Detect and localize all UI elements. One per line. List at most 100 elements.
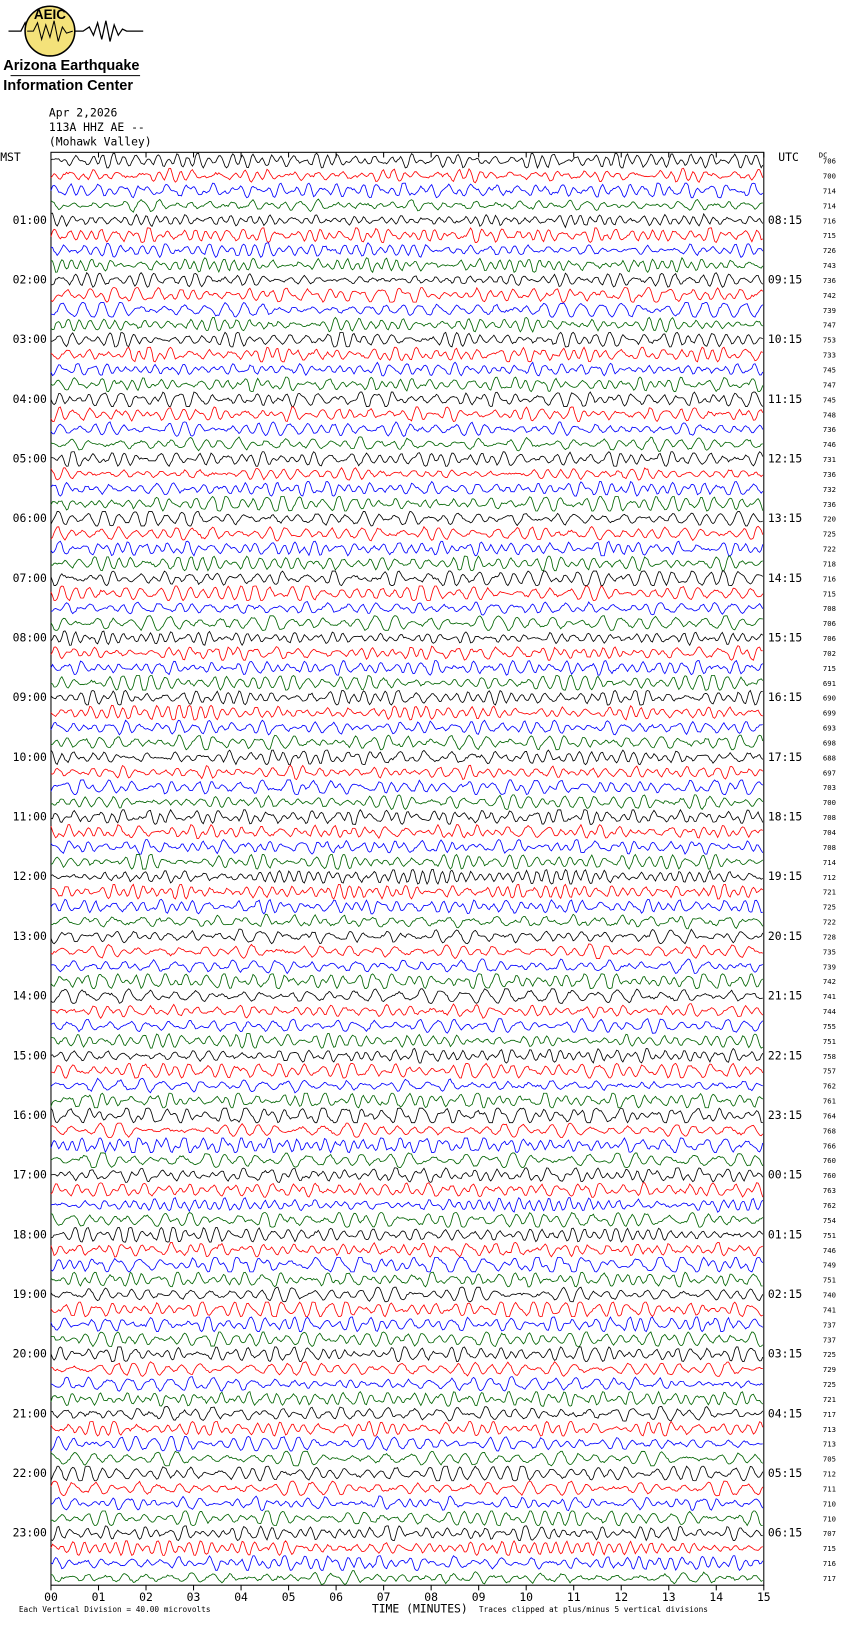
dc-value: 720 <box>823 515 836 524</box>
mst-label: 06:00 <box>13 511 47 525</box>
dc-value: 706 <box>823 157 836 166</box>
right-axis-label: UTC <box>778 150 799 164</box>
dc-value: 725 <box>823 1350 836 1359</box>
trace <box>50 510 763 527</box>
dc-value: 721 <box>823 1395 836 1404</box>
dc-value: 726 <box>823 246 836 255</box>
dc-value: 764 <box>823 1111 837 1120</box>
dc-value: 741 <box>823 992 836 1001</box>
mst-label: 11:00 <box>13 810 47 824</box>
dc-value: 703 <box>823 783 836 792</box>
left-axis-label: MST <box>0 150 21 164</box>
trace <box>50 256 764 274</box>
trace <box>50 1361 763 1377</box>
utc-label: 22:15 <box>768 1048 802 1062</box>
mst-label: 09:00 <box>13 690 47 704</box>
trace <box>50 525 764 542</box>
trace <box>50 1107 763 1124</box>
trace <box>50 1510 763 1527</box>
dc-value: 757 <box>823 1067 836 1076</box>
dc-value: 710 <box>823 1499 836 1508</box>
dc-value: 760 <box>823 1156 836 1165</box>
mst-label: 07:00 <box>13 571 47 585</box>
dc-value: 762 <box>823 1201 836 1210</box>
dc-value: 722 <box>823 545 836 554</box>
trace <box>50 331 763 348</box>
trace <box>50 1346 764 1362</box>
mst-label: 12:00 <box>13 869 47 883</box>
dc-value: 740 <box>823 1291 836 1300</box>
dc-value: 697 <box>823 768 836 777</box>
dc-value: 751 <box>823 1231 836 1240</box>
trace <box>50 271 764 288</box>
dc-value: 766 <box>823 1141 836 1150</box>
dc-value: 736 <box>823 276 836 285</box>
utc-label: 05:15 <box>768 1466 802 1480</box>
trace <box>50 1301 763 1318</box>
trace <box>50 1256 764 1273</box>
dc-value: 713 <box>823 1440 836 1449</box>
logo-line: Arizona Earthquake <box>3 58 139 74</box>
trace <box>50 1241 763 1258</box>
dc-value: 707 <box>823 1529 836 1538</box>
dc-value: 716 <box>823 1559 836 1568</box>
trace <box>50 719 763 736</box>
mst-label: 19:00 <box>13 1287 47 1301</box>
dc-value: 743 <box>823 261 836 270</box>
trace <box>50 1406 764 1422</box>
utc-label: 21:15 <box>768 989 802 1003</box>
trace <box>50 436 763 452</box>
mst-label: 21:00 <box>13 1406 47 1420</box>
trace <box>50 182 764 199</box>
trace <box>50 346 763 363</box>
x-tick-label: 14 <box>709 1590 723 1604</box>
trace <box>50 674 764 691</box>
trace <box>50 1465 764 1482</box>
utc-label: 02:15 <box>768 1287 802 1301</box>
trace <box>50 689 763 706</box>
mst-label: 01:00 <box>13 213 47 227</box>
dc-value: 713 <box>823 1425 836 1434</box>
dc-value: 715 <box>823 1544 836 1553</box>
dc-value: 714 <box>823 186 837 195</box>
trace <box>50 734 764 751</box>
utc-label: 19:15 <box>768 869 802 883</box>
dc-value: 763 <box>823 1186 836 1195</box>
trace <box>50 1420 764 1437</box>
dc-value: 712 <box>823 1470 836 1479</box>
dc-value: 768 <box>823 1126 836 1135</box>
trace <box>50 794 764 811</box>
trace <box>50 570 764 587</box>
trace <box>50 1122 764 1139</box>
trace <box>50 316 764 333</box>
trace <box>50 242 764 259</box>
x-tick-label: 13 <box>662 1590 676 1604</box>
mst-label: 16:00 <box>13 1108 47 1122</box>
dc-value: 725 <box>823 530 836 539</box>
trace <box>50 868 763 885</box>
dc-value: 746 <box>823 440 836 449</box>
logo-inner-wiggle <box>27 20 73 42</box>
dc-value: 737 <box>823 1335 836 1344</box>
trace <box>50 943 763 960</box>
dc-value: 737 <box>823 1320 836 1329</box>
trace <box>50 1286 764 1303</box>
utc-label: 20:15 <box>768 929 802 943</box>
dc-value: 736 <box>823 470 836 479</box>
dc-value: 731 <box>823 455 836 464</box>
logo-circle <box>24 5 76 57</box>
x-tick-label: 05 <box>282 1590 296 1604</box>
x-tick-label: 07 <box>377 1590 391 1604</box>
trace <box>50 839 764 855</box>
mst-label: 20:00 <box>13 1347 47 1361</box>
trace <box>50 1480 764 1497</box>
dc-value: 742 <box>823 291 836 300</box>
trace <box>50 645 763 661</box>
utc-label: 04:15 <box>768 1406 802 1420</box>
dc-value: 741 <box>823 1305 836 1314</box>
mst-label: 14:00 <box>13 989 47 1003</box>
trace <box>50 1211 764 1228</box>
dc-value: 715 <box>823 231 836 240</box>
trace <box>50 1495 764 1512</box>
title-line: 113A HHZ AE -- <box>49 120 145 134</box>
